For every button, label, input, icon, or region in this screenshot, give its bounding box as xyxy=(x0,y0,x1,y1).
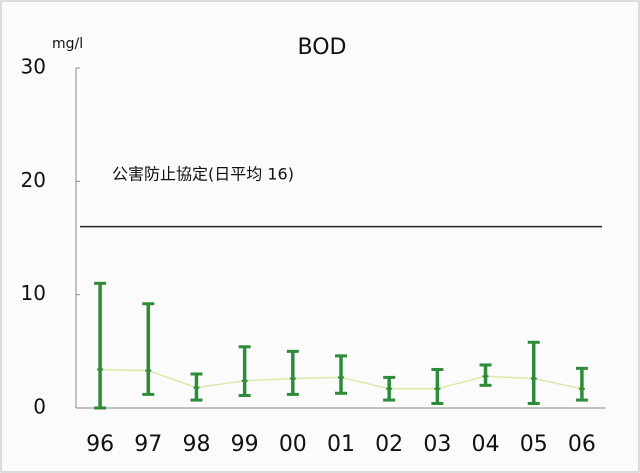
x-tick-label: 04 xyxy=(472,432,500,457)
x-tick-label: 98 xyxy=(182,432,210,457)
x-tick-label: 02 xyxy=(375,432,403,457)
y-tick-label: 30 xyxy=(21,55,46,79)
x-tick-label: 06 xyxy=(568,432,596,457)
reference-label: 公害防止協定(日平均 16) xyxy=(112,165,294,184)
x-tick-label: 99 xyxy=(231,432,259,457)
x-tick-label: 97 xyxy=(134,432,162,457)
x-tick-label: 96 xyxy=(86,432,114,457)
x-tick-label: 05 xyxy=(520,432,548,457)
x-tick-label: 01 xyxy=(327,432,355,457)
y-tick-label: 0 xyxy=(33,395,46,419)
unit-label: mg/l xyxy=(52,36,83,52)
chart-title: BOD xyxy=(298,35,347,60)
y-tick-label: 10 xyxy=(21,281,46,305)
x-tick-label: 03 xyxy=(423,432,451,457)
x-tick-label: 00 xyxy=(279,432,307,457)
y-tick-label: 20 xyxy=(21,168,46,192)
